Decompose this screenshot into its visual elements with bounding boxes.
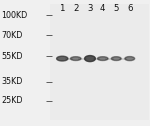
Text: 1: 1 <box>60 4 65 13</box>
Text: 3: 3 <box>87 4 93 13</box>
Text: 70KD: 70KD <box>2 31 23 40</box>
Text: 4: 4 <box>100 4 105 13</box>
Text: 5: 5 <box>114 4 119 13</box>
Text: 35KD: 35KD <box>2 77 23 86</box>
Text: 55KD: 55KD <box>2 52 23 61</box>
Ellipse shape <box>111 57 121 60</box>
Text: 6: 6 <box>127 4 132 13</box>
Text: 100KD: 100KD <box>2 11 28 20</box>
Ellipse shape <box>70 57 81 60</box>
Ellipse shape <box>125 57 135 61</box>
Ellipse shape <box>57 56 68 61</box>
Text: 25KD: 25KD <box>2 96 23 105</box>
Text: 2: 2 <box>73 4 78 13</box>
Ellipse shape <box>98 57 108 60</box>
Ellipse shape <box>85 56 95 62</box>
FancyBboxPatch shape <box>50 4 148 120</box>
